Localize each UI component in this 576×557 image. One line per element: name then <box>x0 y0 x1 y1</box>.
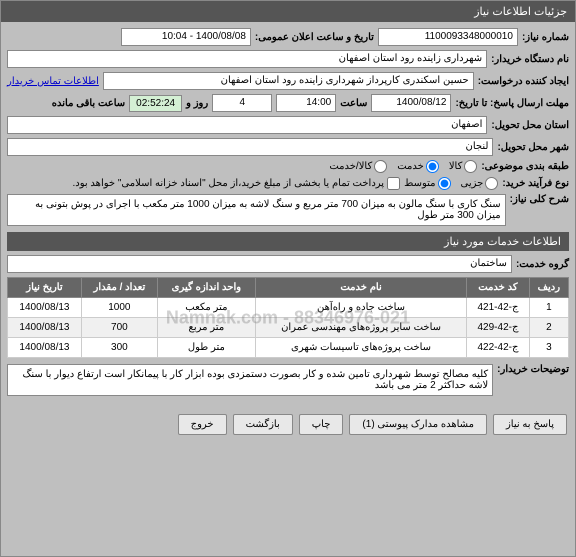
radio-kala[interactable]: کالا <box>449 160 478 173</box>
requester-value: حسین اسکندری کارپرداز شهرداری زاینده رود… <box>103 72 474 90</box>
city-label: شهر محل تحویل: <box>497 142 569 153</box>
countdown-timer: 02:52:24 <box>129 95 182 112</box>
deadline-date: 1400/08/12 <box>371 94 451 112</box>
radio-kala-input[interactable] <box>464 160 477 173</box>
radio-motevaset-label: متوسط <box>404 178 435 189</box>
table-cell-code: ج-42-421 <box>467 298 529 318</box>
treasury-checkbox[interactable]: پرداخت تمام یا بخشی از مبلغ خرید،از محل … <box>72 177 400 190</box>
table-container: Namnak.com - 88346976-021 ردیف کد خدمت ن… <box>7 277 569 358</box>
th-unit: واحد اندازه گیری <box>157 278 255 298</box>
attachments-button[interactable]: مشاهده مدارک پیوستی (1) <box>349 414 487 435</box>
table-cell-n: 2 <box>529 318 568 338</box>
table-cell-name: ساخت جاده و راه‌آهن <box>255 298 466 318</box>
table-cell-date: 1400/08/13 <box>8 338 82 358</box>
days-label: روز و <box>186 98 208 109</box>
radio-khadamat[interactable]: خدمت <box>397 160 439 173</box>
respond-button[interactable]: پاسخ به نیاز <box>493 414 567 435</box>
province-label: استان محل تحویل: <box>491 120 569 131</box>
service-group-label: گروه خدمت: <box>516 259 569 270</box>
main-window: جزئیات اطلاعات نیاز شماره نیاز: 11000933… <box>0 0 576 557</box>
exit-button[interactable]: خروج <box>178 414 227 435</box>
radio-jozei-label: جزیی <box>461 178 484 189</box>
org-label: نام دستگاه خریدار: <box>491 54 569 65</box>
time-label: ساعت <box>340 98 367 109</box>
radio-kala-khadamat-label: کالا/خدمت <box>329 161 372 172</box>
buyer-notes-label: توضیحات خریدار: <box>497 364 569 375</box>
treasury-note: پرداخت تمام یا بخشی از مبلغ خرید،از محل … <box>72 178 384 189</box>
contact-link[interactable]: اطلاعات تماس خریدار <box>7 76 99 87</box>
table-cell-date: 1400/08/13 <box>8 298 82 318</box>
services-table: ردیف کد خدمت نام خدمت واحد اندازه گیری ت… <box>7 277 569 358</box>
table-cell-code: ج-42-422 <box>467 338 529 358</box>
radio-khadamat-label: خدمت <box>397 161 424 172</box>
purchase-type-label: نوع فرآیند خرید: <box>502 178 569 189</box>
table-row[interactable]: 1ج-42-421ساخت جاده و راه‌آهنمتر مکعب1000… <box>8 298 569 318</box>
table-cell-n: 3 <box>529 338 568 358</box>
service-group-value: ساختمان <box>7 255 512 273</box>
category-radio-group: کالا خدمت کالا/خدمت <box>329 160 477 173</box>
th-code: کد خدمت <box>467 278 529 298</box>
table-cell-n: 1 <box>529 298 568 318</box>
city-value: لنجان <box>7 138 493 156</box>
key-label: شرح کلی نیاز: <box>510 194 569 205</box>
table-cell-qty: 700 <box>81 318 157 338</box>
radio-jozei-input[interactable] <box>485 177 498 190</box>
content-area: شماره نیاز: 1100093348000010 تاریخ و ساع… <box>1 22 575 406</box>
th-qty: تعداد / مقدار <box>81 278 157 298</box>
announce-label: تاریخ و ساعت اعلان عمومی: <box>255 32 374 43</box>
radio-motevaset-input[interactable] <box>438 177 451 190</box>
table-cell-qty: 300 <box>81 338 157 358</box>
print-button[interactable]: چاپ <box>299 414 344 435</box>
table-cell-name: ساخت پروژه‌های تاسیسات شهری <box>255 338 466 358</box>
need-number-label: شماره نیاز: <box>522 32 569 43</box>
th-date: تاریخ نیاز <box>8 278 82 298</box>
days-value: 4 <box>212 94 272 112</box>
table-cell-unit: متر طول <box>157 338 255 358</box>
radio-motevaset[interactable]: متوسط <box>404 177 450 190</box>
deadline-time: 14:00 <box>276 94 336 112</box>
treasury-checkbox-input[interactable] <box>387 177 400 190</box>
back-button[interactable]: بازگشت <box>233 414 293 435</box>
remaining-label: ساعت باقی مانده <box>52 98 125 109</box>
need-number-value: 1100093348000010 <box>378 28 518 46</box>
table-cell-name: ساخت سایر پروژه‌های مهندسی عمران <box>255 318 466 338</box>
key-description: سنگ کاری با سنگ مالون به میزان 700 متر م… <box>7 194 506 226</box>
services-header: اطلاعات خدمات مورد نیاز <box>7 232 569 251</box>
table-cell-qty: 1000 <box>81 298 157 318</box>
radio-kala-label: کالا <box>449 161 463 172</box>
table-cell-code: ج-42-429 <box>467 318 529 338</box>
org-value: شهرداری زاینده رود استان اصفهان <box>7 50 487 68</box>
category-label: طبقه بندی موضوعی: <box>481 161 569 172</box>
requester-label: ایجاد کننده درخواست: <box>478 76 569 87</box>
announce-value: 1400/08/08 - 10:04 <box>121 28 251 46</box>
radio-kala-khadamat[interactable]: کالا/خدمت <box>329 160 387 173</box>
buyer-notes-value: کلیه مصالح توسط شهرداری تامین شده و کار … <box>7 364 493 396</box>
buttons-row: پاسخ به نیاز مشاهده مدارک پیوستی (1) چاپ… <box>1 406 575 443</box>
table-row[interactable]: 2ج-42-429ساخت سایر پروژه‌های مهندسی عمرا… <box>8 318 569 338</box>
window-titlebar: جزئیات اطلاعات نیاز <box>1 1 575 22</box>
radio-jozei[interactable]: جزیی <box>461 177 499 190</box>
table-cell-date: 1400/08/13 <box>8 318 82 338</box>
table-cell-unit: متر مربع <box>157 318 255 338</box>
province-value: اصفهان <box>7 116 487 134</box>
table-cell-unit: متر مکعب <box>157 298 255 318</box>
purchase-radio-group: جزیی متوسط <box>404 177 498 190</box>
th-row: ردیف <box>529 278 568 298</box>
table-row[interactable]: 3ج-42-422ساخت پروژه‌های تاسیسات شهریمتر … <box>8 338 569 358</box>
radio-khadamat-input[interactable] <box>426 160 439 173</box>
deadline-label: مهلت ارسال پاسخ: تا تاریخ: <box>455 98 569 109</box>
th-name: نام خدمت <box>255 278 466 298</box>
radio-kala-khadamat-input[interactable] <box>374 160 387 173</box>
